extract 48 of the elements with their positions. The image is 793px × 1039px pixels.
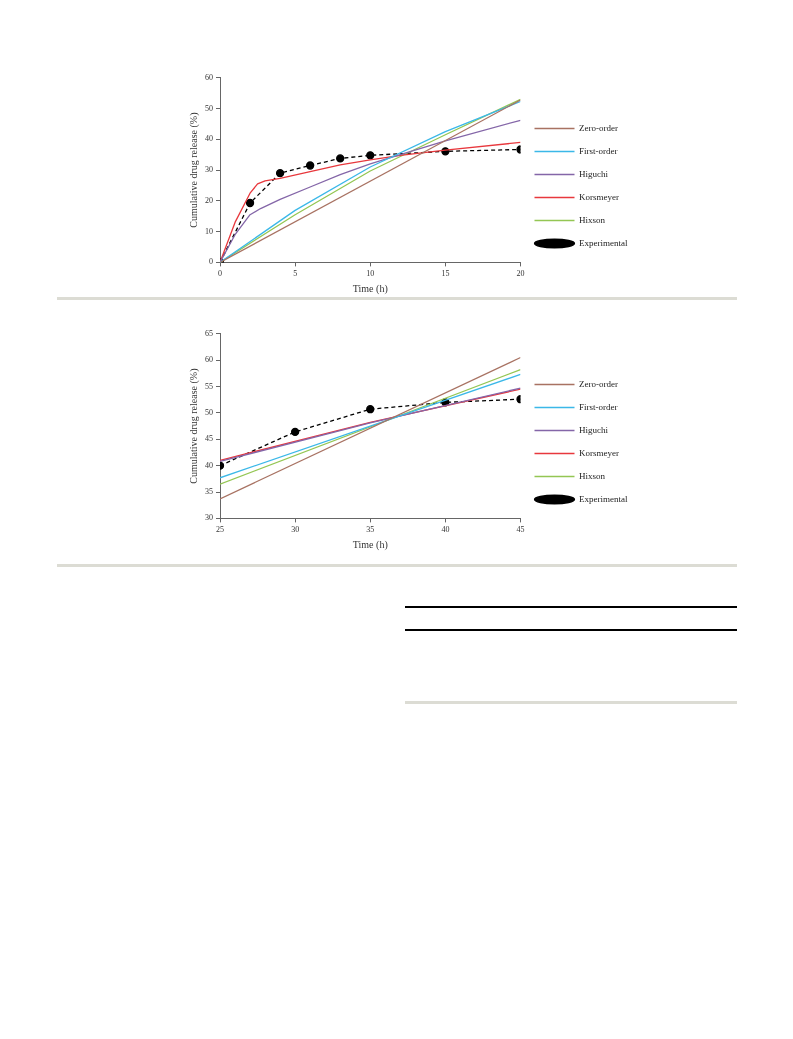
- x-tick-label: 5: [293, 269, 298, 279]
- y-tick-label: 50: [205, 408, 213, 418]
- point: [275, 169, 285, 178]
- x-tick-label: 0: [218, 269, 222, 279]
- legend-label: Hixson: [579, 470, 606, 481]
- y-tick-label: 60: [205, 355, 213, 365]
- legend-label: Experimental: [579, 237, 628, 248]
- y-tick-label: 20: [205, 195, 213, 205]
- x-tick-label: 45: [516, 525, 525, 535]
- y-tick-label: 30: [205, 165, 213, 175]
- legend-label: Zero-order: [579, 122, 618, 133]
- legend-label: First-order: [579, 401, 618, 412]
- legend-label: Zero-order: [579, 378, 618, 389]
- point: [245, 198, 255, 208]
- point: [366, 151, 375, 160]
- legend-label: Experimental: [579, 493, 628, 504]
- legend-label: Higuchi: [579, 168, 609, 179]
- x-tick-label: 25: [216, 525, 224, 535]
- x-tick-label: 40: [441, 525, 450, 535]
- y-tick-label: 40: [205, 134, 213, 144]
- x-axis-title: Time (h): [352, 282, 388, 295]
- x-tick-label: 20: [516, 269, 525, 279]
- y-tick-label: 10: [205, 226, 213, 236]
- legend-label: Hixson: [579, 214, 606, 225]
- y-tick-label: 45: [205, 434, 213, 444]
- x-tick-label: 15: [441, 269, 450, 279]
- point: [290, 427, 300, 437]
- y-tick-label: 50: [205, 103, 213, 113]
- legend-label: Korsmeyer: [579, 191, 619, 202]
- x-tick-label: 30: [291, 525, 300, 535]
- point: [306, 161, 315, 170]
- x-tick-label: 35: [366, 525, 375, 535]
- y-tick-label: 0: [209, 257, 213, 267]
- y-axis-title: Cumulative drug release (%): [187, 112, 200, 228]
- y-tick-label: 35: [205, 487, 213, 497]
- y-tick-label: 30: [205, 513, 213, 523]
- legend-label: Korsmeyer: [579, 447, 619, 458]
- legend-label: First-order: [579, 145, 618, 156]
- point: [366, 405, 375, 414]
- y-tick-label: 65: [205, 328, 213, 338]
- y-axis-title: Cumulative drug release (%): [187, 368, 200, 484]
- point: [336, 154, 345, 163]
- x-axis-title: Time (h): [352, 538, 388, 551]
- y-tick-label: 40: [205, 460, 213, 470]
- legend-label: Higuchi: [579, 424, 609, 435]
- y-tick-label: 55: [205, 381, 213, 391]
- x-tick-label: 10: [366, 269, 375, 279]
- y-tick-label: 60: [205, 72, 213, 82]
